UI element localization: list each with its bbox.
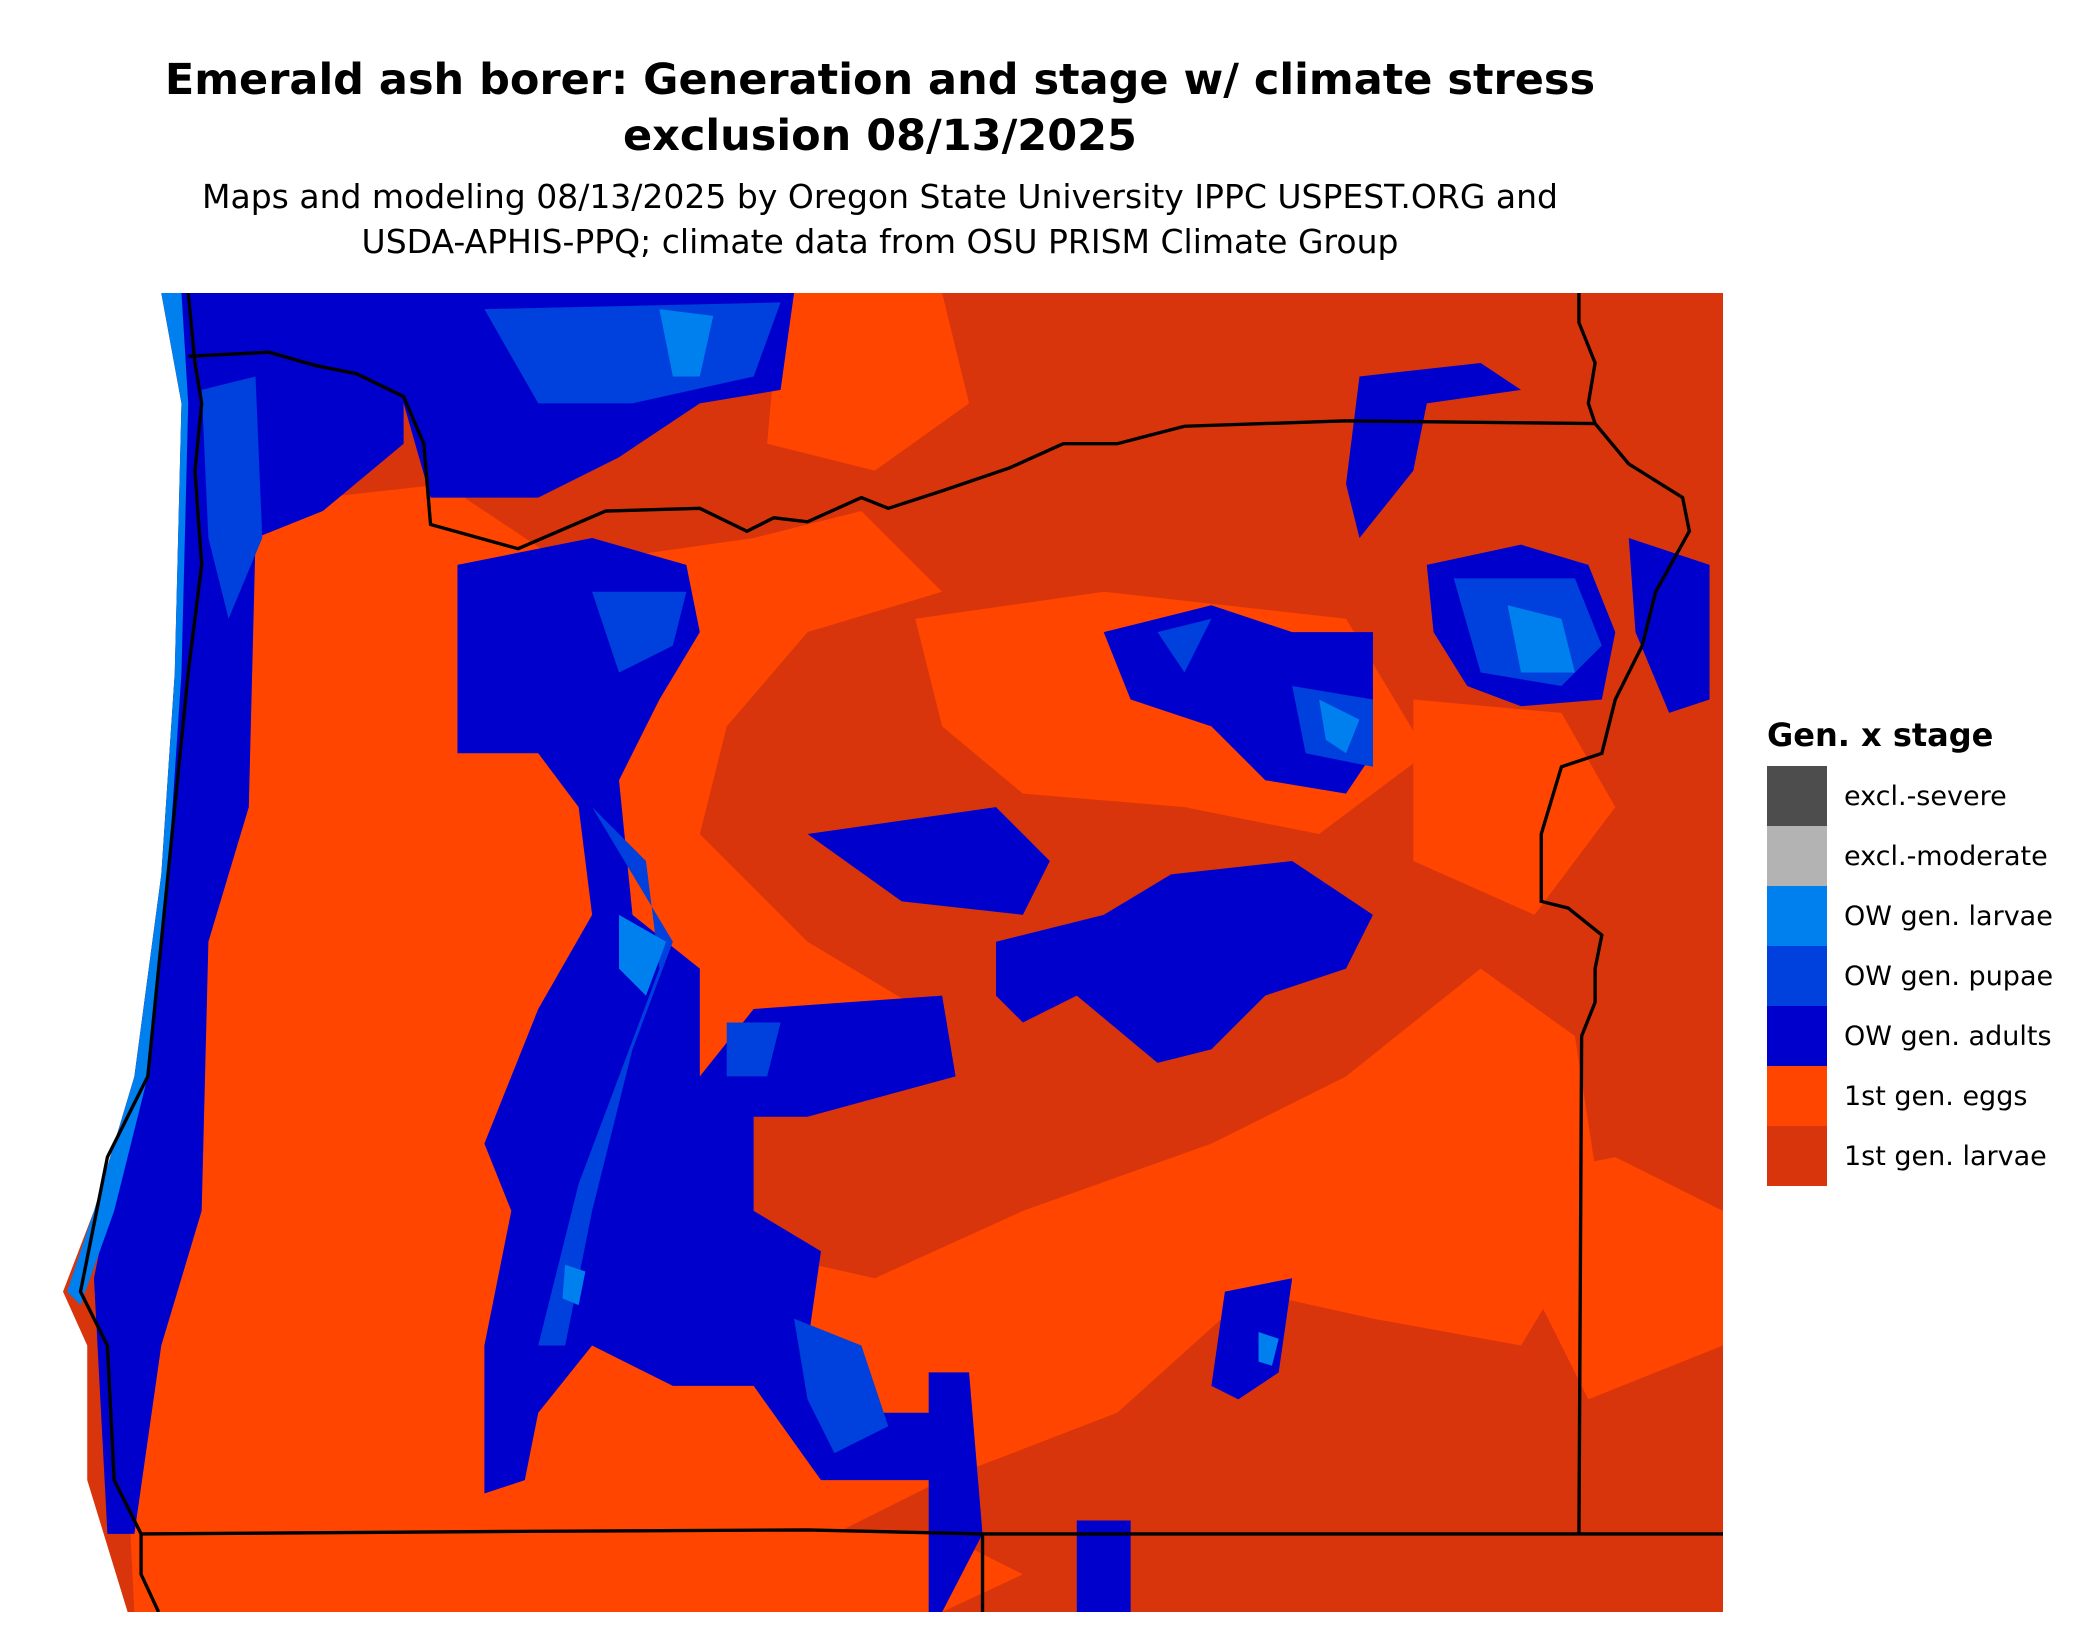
- stage-map: [63, 293, 1723, 1612]
- legend-swatch: [1767, 1066, 1827, 1126]
- legend-swatch: [1767, 766, 1827, 826]
- legend-item: excl.-severe: [1767, 766, 2053, 826]
- legend-item: 1st gen. eggs: [1767, 1066, 2053, 1126]
- north-border: [188, 350, 1692, 1534]
- legend-label: excl.-severe: [1844, 780, 2007, 812]
- legend-item: OW gen. adults: [1767, 1006, 2053, 1066]
- map-subtitle: Maps and modeling 08/13/2025 by Oregon S…: [202, 177, 1558, 261]
- legend-swatch: [1767, 1126, 1827, 1186]
- state-boundaries: [78, 293, 1723, 1612]
- legend-swatch: [1767, 886, 1827, 946]
- legend-label: 1st gen. eggs: [1844, 1080, 2028, 1112]
- legend-item: OW gen. larvae: [1767, 886, 2053, 946]
- south-border: [141, 1528, 1723, 1536]
- legend-swatch: [1767, 1006, 1827, 1066]
- legend-label: OW gen. adults: [1844, 1020, 2052, 1052]
- legend: Gen. x stage excl.-severe excl.-moderate O…: [1767, 716, 2053, 1186]
- legend-item: excl.-moderate: [1767, 826, 2053, 886]
- legend-label: OW gen. pupae: [1844, 960, 2054, 992]
- legend-item: 1st gen. larvae: [1767, 1126, 2053, 1186]
- legend-label: OW gen. larvae: [1844, 900, 2053, 932]
- legend-label: excl.-moderate: [1844, 840, 2048, 872]
- legend-title: Gen. x stage: [1767, 716, 1994, 754]
- map-title: Emerald ash borer: Generation and stage …: [164, 55, 1596, 161]
- legend-label: 1st gen. larvae: [1844, 1140, 2047, 1172]
- legend-item: OW gen. pupae: [1767, 946, 2053, 1006]
- legend-swatch: [1767, 946, 1827, 1006]
- wa-id-border: [1577, 293, 1597, 425]
- coastline: [78, 293, 204, 1612]
- legend-swatch: [1767, 826, 1827, 886]
